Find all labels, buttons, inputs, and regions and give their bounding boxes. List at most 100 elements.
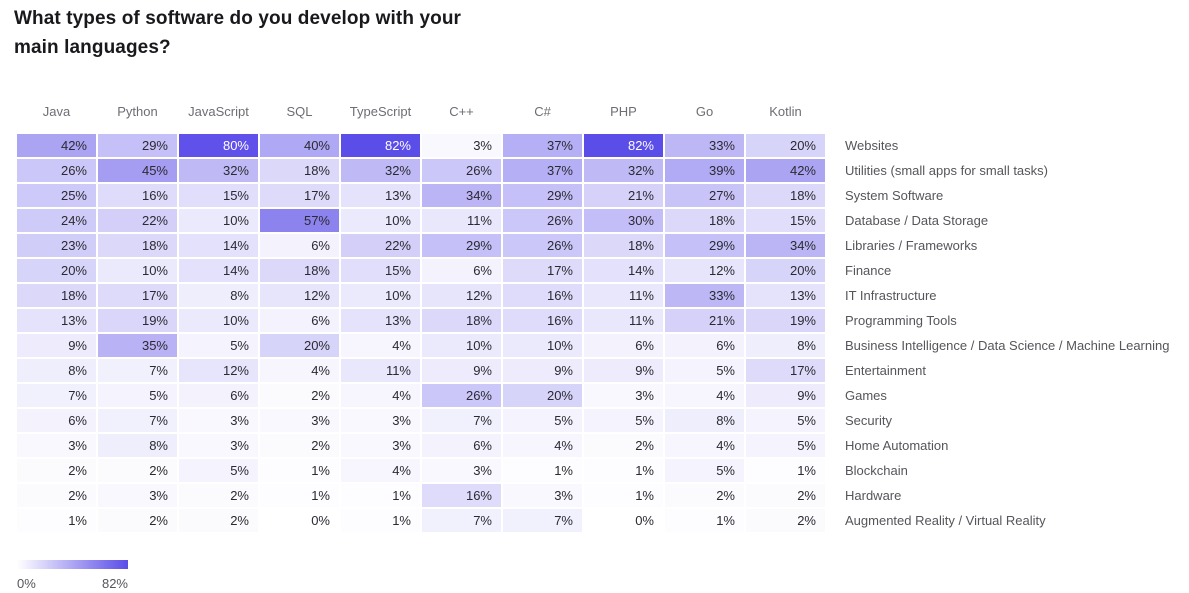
heatmap-cell: 26% <box>503 234 582 257</box>
row-label: System Software <box>845 188 944 203</box>
heatmap-cell: 2% <box>179 509 258 532</box>
heatmap-cell: 10% <box>341 284 420 307</box>
heatmap-cell: 7% <box>17 384 96 407</box>
heatmap-cell: 17% <box>746 359 825 382</box>
column-header-php: PHP <box>610 104 637 119</box>
row-label: Utilities (small apps for small tasks) <box>845 163 1048 178</box>
heatmap-cell: 26% <box>422 384 501 407</box>
heatmap-cell: 2% <box>746 484 825 507</box>
heatmap-cell: 45% <box>98 159 177 182</box>
heatmap-cell: 40% <box>260 134 339 157</box>
heatmap-cell: 17% <box>503 259 582 282</box>
heatmap-cell: 3% <box>98 484 177 507</box>
heatmap-cell: 5% <box>746 434 825 457</box>
heatmap-cell: 3% <box>179 434 258 457</box>
heatmap-cell: 11% <box>584 284 663 307</box>
heatmap-cell: 33% <box>665 134 744 157</box>
heatmap-cell: 6% <box>260 309 339 332</box>
legend-max-label: 82% <box>101 576 128 591</box>
heatmap-cell: 13% <box>341 184 420 207</box>
heatmap-cell: 18% <box>746 184 825 207</box>
row-labels: Websites Utilities (small apps for small … <box>845 134 1169 532</box>
heatmap-cell: 18% <box>260 159 339 182</box>
legend-min-label: 0% <box>17 576 36 591</box>
heatmap-cell: 4% <box>665 384 744 407</box>
heatmap-cell: 1% <box>17 509 96 532</box>
heatmap-cell: 6% <box>422 259 501 282</box>
heatmap-cell: 18% <box>665 209 744 232</box>
heatmap-cell: 29% <box>503 184 582 207</box>
heatmap-cell: 21% <box>665 309 744 332</box>
heatmap-cell: 2% <box>179 484 258 507</box>
row-label: Programming Tools <box>845 313 957 328</box>
heatmap-cell: 57% <box>260 209 339 232</box>
heatmap-cell: 6% <box>422 434 501 457</box>
row-label: Websites <box>845 138 899 153</box>
heatmap-cell: 10% <box>179 309 258 332</box>
heatmap-cell: 7% <box>503 509 582 532</box>
legend-labels: 0% 82% <box>17 576 128 591</box>
heatmap-cell: 26% <box>503 209 582 232</box>
column-header-javascript: JavaScript <box>188 104 249 119</box>
heatmap-cell: 5% <box>98 384 177 407</box>
heatmap-cell: 8% <box>746 334 825 357</box>
heatmap-cell: 5% <box>746 409 825 432</box>
heatmap-cell: 33% <box>665 284 744 307</box>
heatmap-cell: 6% <box>179 384 258 407</box>
heatmap-cell: 3% <box>584 384 663 407</box>
row-label: Entertainment <box>845 363 926 378</box>
heatmap-cell: 29% <box>422 234 501 257</box>
row-label: Finance <box>845 263 892 278</box>
heatmap-cell: 27% <box>665 184 744 207</box>
heatmap-cell: 22% <box>341 234 420 257</box>
heatmap-cell: 16% <box>503 309 582 332</box>
row-label: Database / Data Storage <box>845 213 989 228</box>
heatmap-cell: 37% <box>503 134 582 157</box>
heatmap-cell: 82% <box>584 134 663 157</box>
heatmap-cell: 1% <box>584 484 663 507</box>
column-header-c: C++ <box>449 104 474 119</box>
chart-title: What types of software do you develop wi… <box>14 8 462 58</box>
heatmap-cell: 3% <box>260 409 339 432</box>
heatmap-cell: 8% <box>17 359 96 382</box>
heatmap-cell: 3% <box>17 434 96 457</box>
heatmap-cell: 10% <box>341 209 420 232</box>
heatmap-cell: 22% <box>98 209 177 232</box>
heatmap-cell: 12% <box>422 284 501 307</box>
heatmap-cell: 0% <box>260 509 339 532</box>
heatmap-cell: 5% <box>665 459 744 482</box>
heatmap-cell: 82% <box>341 134 420 157</box>
heatmap-cell: 9% <box>17 334 96 357</box>
heatmap-cell: 2% <box>260 434 339 457</box>
color-scale-legend: 0% 82% <box>17 560 128 591</box>
heatmap-cell: 17% <box>98 284 177 307</box>
heatmap-cell: 4% <box>665 434 744 457</box>
heatmap-cell: 16% <box>422 484 501 507</box>
heatmap-cell: 1% <box>665 509 744 532</box>
heatmap-cell: 18% <box>17 284 96 307</box>
heatmap-cell: 4% <box>260 359 339 382</box>
heatmap-cell: 3% <box>341 434 420 457</box>
heatmap-cell: 30% <box>584 209 663 232</box>
heatmap-cell: 2% <box>17 484 96 507</box>
heatmap-cell: 24% <box>17 209 96 232</box>
heatmap-cell: 20% <box>746 134 825 157</box>
heatmap-cell: 18% <box>422 309 501 332</box>
heatmap-cell: 4% <box>503 434 582 457</box>
heatmap-chart: Java Python JavaScript SQL TypeScript C++ C# PH… <box>17 104 1169 532</box>
heatmap-cell: 25% <box>17 184 96 207</box>
row-label: Libraries / Frameworks <box>845 238 978 253</box>
heatmap-cell: 7% <box>98 359 177 382</box>
heatmap-cell: 18% <box>584 234 663 257</box>
heatmap-cell: 10% <box>179 209 258 232</box>
heatmap-cell: 1% <box>503 459 582 482</box>
heatmap-cell: 8% <box>179 284 258 307</box>
heatmap-cell: 2% <box>98 509 177 532</box>
heatmap-cell: 19% <box>98 309 177 332</box>
heatmap-cell: 5% <box>179 334 258 357</box>
column-header-go: Go <box>695 104 714 119</box>
heatmap-grid: 42% 29% 80% 40% 82% 3% 37% 82% 33% 20% 26% 45% 32% 18… <box>17 134 825 532</box>
heatmap-cell: 35% <box>98 334 177 357</box>
heatmap-cell: 7% <box>422 509 501 532</box>
row-label: Home Automation <box>845 438 949 453</box>
